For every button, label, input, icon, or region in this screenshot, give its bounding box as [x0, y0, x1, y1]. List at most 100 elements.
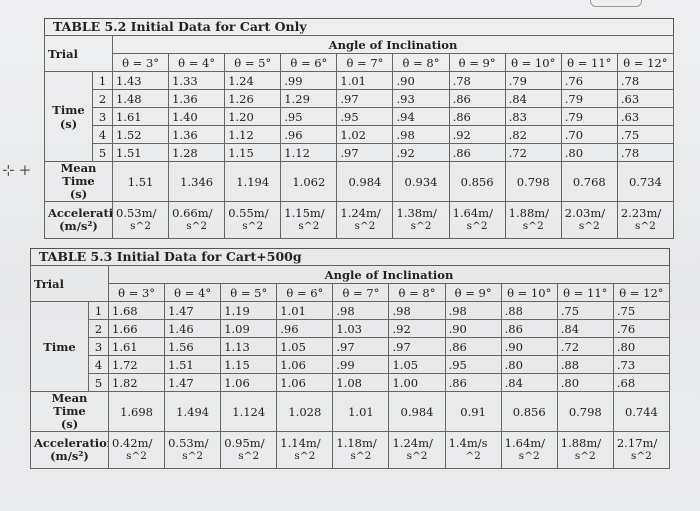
time-cell: 1.03	[332, 319, 390, 338]
mean-cell: 0.856	[448, 161, 506, 202]
table-row: 5 1.51 1.28 1.15 1.12.97.92.86.72.80.78	[45, 143, 675, 162]
time-cell: 1.29	[280, 89, 338, 108]
angle-cell: θ = 7°	[336, 53, 394, 72]
time-cell: .80	[500, 355, 558, 374]
time-cell: .88	[556, 355, 614, 374]
acceleration-value: 1.64m/	[504, 436, 546, 450]
time-cell: .86	[448, 107, 506, 126]
time-cell: 1.00	[388, 373, 446, 392]
acceleration-unit-part: s^2	[350, 450, 372, 462]
time-cell: .98	[444, 301, 502, 320]
acceleration-value: 1.24m/	[340, 206, 381, 220]
time-cell: .84	[500, 373, 558, 392]
time-cell: 1.47	[164, 373, 222, 392]
acceleration-cell: 1.64m/s^2	[448, 201, 506, 239]
acceleration-unit-part: s^2	[186, 220, 208, 232]
table-row: 3 1.61 1.56 1.13 1.05.97.97.86.90.72.80	[31, 337, 671, 356]
mean-cell: 0.934	[392, 161, 450, 202]
angle-cell: θ = 6°	[276, 283, 334, 302]
acceleration-label-cell: Acceleration(m/s²)	[44, 201, 113, 239]
time-cell: .79	[504, 71, 562, 90]
time-cell: .90	[500, 337, 558, 356]
angle-cell: θ = 11°	[560, 53, 618, 72]
acceleration-cell: 1.38m/s^2	[392, 201, 450, 239]
header-row: Trial Angle of Inclination	[44, 35, 674, 72]
table-cart-500g: TABLE 5.3 Initial Data for Cart+500g Tri…	[30, 248, 671, 469]
acceleration-cell: 1.24m/s^2	[388, 431, 446, 469]
acceleration-unit-part: s^2	[126, 450, 147, 462]
time-cell: 1.20	[224, 107, 282, 126]
time-cell: 1.40	[168, 107, 226, 126]
time-cell: .98	[332, 301, 390, 320]
trial-number: 1	[92, 71, 113, 90]
acceleration-unit-part: s^2	[242, 220, 264, 232]
angle-cell: θ = 12°	[616, 53, 675, 72]
mean-unit: (s)	[60, 417, 79, 431]
acceleration-cell: 0.95m/s^2	[220, 431, 278, 469]
time-cell: .95	[280, 107, 338, 126]
mean-cell: 1.028	[276, 391, 334, 432]
angle-header: Angle of Inclination	[108, 265, 670, 284]
mean-cell: 0.798	[504, 161, 562, 202]
angle-cell: θ = 6°	[280, 53, 338, 72]
acceleration-label: Acceleration	[34, 436, 109, 450]
time-cell: .86	[448, 143, 506, 162]
time-cell: .96	[280, 125, 338, 144]
acceleration-value: 1.24m/	[392, 436, 433, 450]
time-cell: .98	[392, 125, 450, 144]
time-cell: 1.09	[220, 319, 278, 338]
time-cell: 1.19	[220, 301, 278, 320]
trial-number: 1	[88, 301, 109, 320]
time-cell: 1.72	[107, 355, 166, 374]
acceleration-unit-part: s^2	[182, 450, 204, 462]
acceleration-value: 0.53m/	[168, 436, 209, 450]
angle-cell: θ = 5°	[220, 283, 278, 302]
acceleration-cell: 0.55m/s^2	[224, 201, 282, 239]
angle-cell: θ = 4°	[168, 53, 226, 72]
acceleration-label-cell: Acceleration(m/s²)	[30, 431, 109, 469]
time-cell: .73	[612, 355, 671, 374]
angle-cell: θ = 5°	[224, 53, 282, 72]
mean-row: Mean Time (s) 1.698 1.494 1.124 1.028 1.01 0.98…	[30, 391, 671, 432]
time-cell: .80	[560, 143, 618, 162]
mean-cell: 1.194	[224, 161, 282, 202]
time-cell: 1.47	[164, 301, 222, 320]
acceleration-cell: 0.53m/s^2	[111, 201, 170, 239]
acceleration-value: 1.18m/	[336, 436, 377, 450]
acceleration-row: Acceleration (m/s²) 0.42m/s^2 0.53m/s^2 0.95…	[30, 431, 671, 469]
time-cell: 1.12	[224, 125, 282, 144]
mean-cell: 1.698	[107, 391, 166, 432]
mean-cell: 0.734	[616, 161, 675, 202]
time-cell: .84	[556, 319, 614, 338]
time-cell: 1.33	[168, 71, 226, 90]
time-unit: (s)	[59, 116, 78, 131]
time-cell: 1.52	[111, 125, 170, 144]
angle-cell: θ = 10°	[504, 53, 562, 72]
time-label-cell: Time	[30, 301, 89, 392]
acceleration-unit-part: s^2	[518, 450, 540, 462]
add-row-handle-icon[interactable]: ⊹+	[2, 161, 36, 179]
time-cell: .90	[392, 71, 450, 90]
time-cell: .92	[388, 319, 446, 338]
acceleration-value: 0.95m/	[224, 436, 265, 450]
mean-cell: 0.856	[500, 391, 558, 432]
acceleration-value: 1.88m/	[560, 436, 602, 450]
time-cell: 1.08	[332, 373, 390, 392]
angle-cell: θ = 9°	[444, 283, 502, 302]
time-cell: .92	[448, 125, 506, 144]
acceleration-unit-part: s^2	[130, 220, 151, 232]
mean-cell: 1.01	[332, 391, 390, 432]
time-cell: 1.01	[336, 71, 394, 90]
acceleration-value: 1.64m/	[452, 206, 493, 220]
mean-cell: 0.984	[388, 391, 446, 432]
time-cell: 1.28	[168, 143, 226, 162]
table-row: 5 1.82 1.47 1.06 1.06 1.08 1.00.86.84.80.68	[31, 373, 671, 392]
time-cell: .78	[448, 71, 506, 90]
time-cell: .76	[560, 71, 618, 90]
acceleration-cell: 2.23m/s^2	[616, 201, 675, 239]
time-cell: .82	[504, 125, 562, 144]
mean-cell: 1.346	[168, 161, 226, 202]
time-cell: 1.24	[224, 71, 282, 90]
time-cell: .84	[504, 89, 562, 108]
time-cell: .95	[444, 355, 502, 374]
